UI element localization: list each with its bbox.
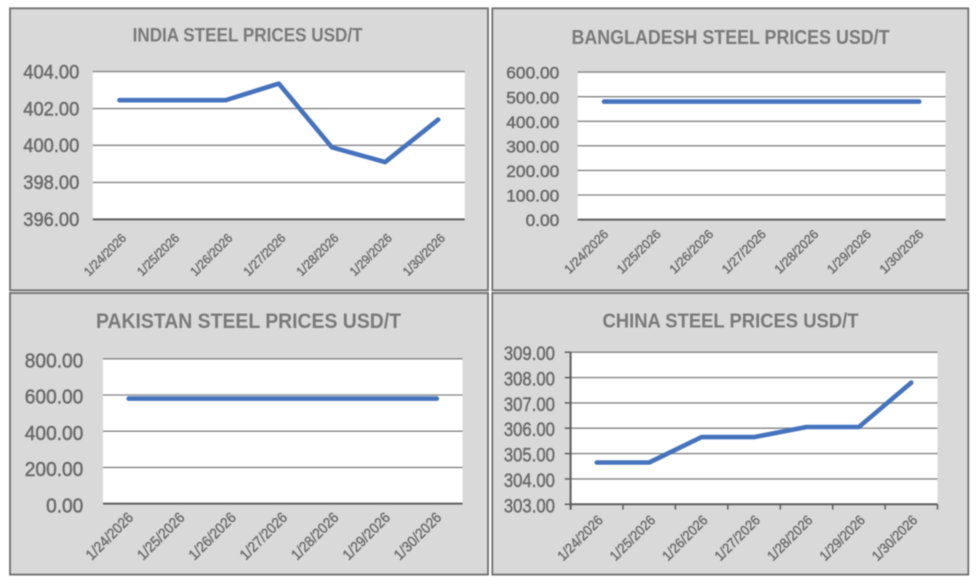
svg-text:303.00: 303.00: [504, 495, 555, 517]
svg-text:100.00: 100.00: [506, 187, 559, 206]
svg-text:800.00: 800.00: [25, 351, 84, 373]
svg-text:600.00: 600.00: [25, 387, 84, 409]
svg-text:400.00: 400.00: [506, 113, 559, 132]
svg-text:304.00: 304.00: [504, 470, 555, 492]
svg-text:600.00: 600.00: [506, 64, 559, 83]
svg-text:404.00: 404.00: [23, 61, 79, 83]
svg-text:398.00: 398.00: [23, 172, 79, 194]
svg-text:309.00: 309.00: [504, 343, 555, 365]
svg-text:400.00: 400.00: [25, 423, 84, 445]
svg-text:400.00: 400.00: [23, 135, 79, 157]
svg-text:INDIA STEEL PRICES USD/T: INDIA STEEL PRICES USD/T: [133, 25, 363, 47]
svg-text:300.00: 300.00: [506, 137, 559, 156]
svg-text:307.00: 307.00: [504, 394, 555, 416]
svg-text:200.00: 200.00: [25, 459, 84, 481]
svg-text:402.00: 402.00: [23, 98, 79, 120]
svg-text:305.00: 305.00: [504, 445, 555, 467]
svg-text:308.00: 308.00: [504, 369, 555, 391]
svg-text:CHINA STEEL PRICES USD/T: CHINA STEEL PRICES USD/T: [603, 310, 859, 333]
svg-text:0.00: 0.00: [46, 495, 83, 517]
svg-text:306.00: 306.00: [504, 419, 555, 441]
svg-text:500.00: 500.00: [506, 88, 559, 107]
svg-text:200.00: 200.00: [506, 162, 559, 181]
svg-text:0.00: 0.00: [526, 211, 560, 230]
svg-text:PAKISTAN STEEL PRICES USD/T: PAKISTAN STEEL PRICES USD/T: [96, 308, 402, 333]
svg-text:396.00: 396.00: [23, 209, 79, 231]
svg-text:BANGLADESH STEEL PRICES USD/T: BANGLADESH STEEL PRICES USD/T: [572, 26, 890, 49]
